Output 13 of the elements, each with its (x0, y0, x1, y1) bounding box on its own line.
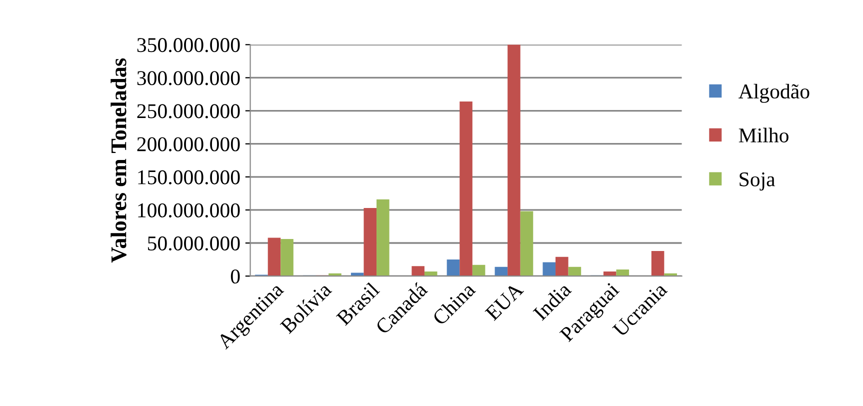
y-tick-label: 250.000.000 (137, 104, 240, 118)
y-tick-label: 0 (230, 269, 240, 284)
legend-label: Soja (740, 172, 776, 191)
y-tick-label: 200.000.000 (137, 137, 240, 152)
y-axis-title: Valores em Toneladas (110, 58, 126, 263)
y-tick-label: 50.000.000 (148, 236, 240, 251)
y-tick-label: 350.000.000 (137, 38, 240, 52)
x-tick-label: EUA (484, 282, 524, 322)
y-tick-label: 150.000.000 (138, 170, 240, 184)
legend-label: Algodão (738, 84, 810, 103)
y-tick-label: 300.000.000 (137, 71, 240, 86)
legend-label: Milho (738, 128, 788, 142)
y-tick-label: 100.000.000 (138, 203, 240, 218)
